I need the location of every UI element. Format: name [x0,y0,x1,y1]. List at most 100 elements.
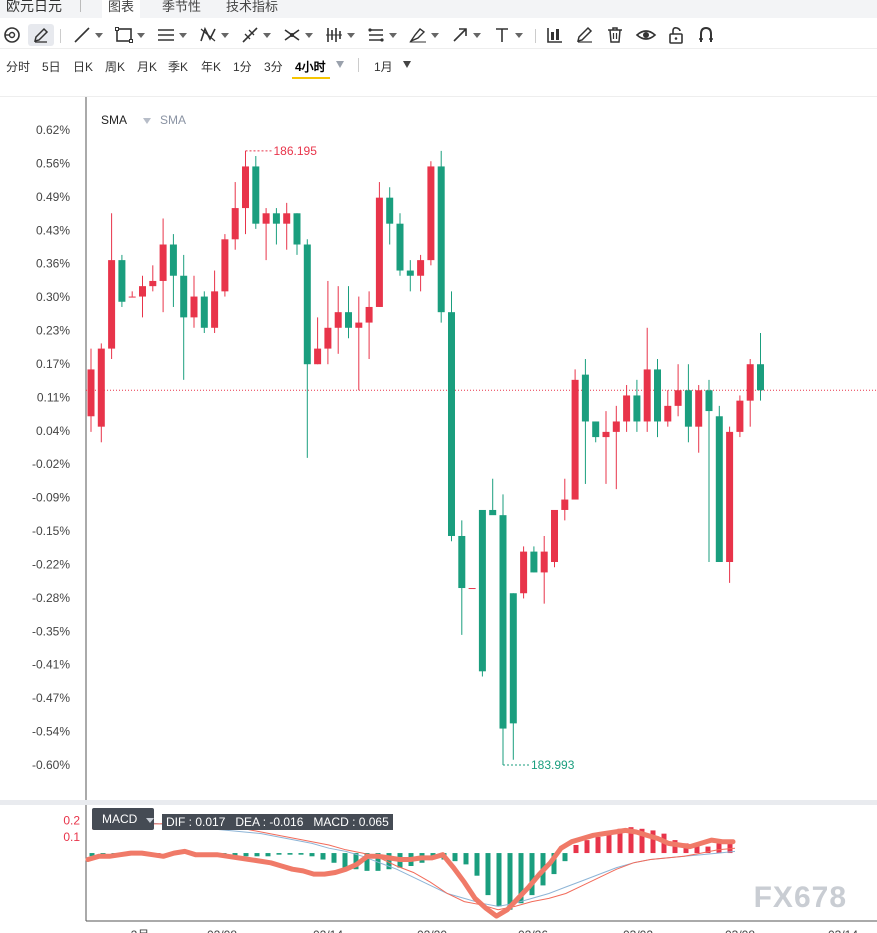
candle-body [561,499,569,510]
macd-histogram-bar [309,853,315,857]
macd-panel[interactable]: 0.2 0.1 2月 02/08 02/14 02/20 02/26 03/02 03/08 03… [0,805,877,933]
y-tick-label: 0.49% [36,190,70,204]
eye-icon[interactable] [635,24,657,46]
candle-body [602,431,610,438]
y-tick-label: -0.60% [32,758,70,772]
candle-body [664,405,672,422]
macd-histogram-bar [650,830,656,854]
candle-body [417,260,425,276]
candle-body [509,593,517,724]
macd-caret[interactable] [146,818,154,823]
chart-top-border [0,96,877,97]
gann-icon[interactable] [282,24,313,46]
bars-icon[interactable] [324,24,355,46]
sma-legend-secondary: SMA [160,113,187,127]
y-tick-label: -0.41% [32,658,70,672]
period-3min[interactable]: 3分 [264,60,283,74]
pencil-icon[interactable] [28,24,54,46]
range-caret[interactable] [403,61,411,68]
tab-seasonality[interactable]: 季节性 [162,0,202,14]
macd-histogram-bar [705,846,711,854]
range-selector[interactable]: 1月 [374,60,393,74]
period-more-caret[interactable] [336,61,344,68]
macd-histogram-bar [364,853,370,871]
edit-icon[interactable] [575,24,595,46]
candle-body [87,369,95,417]
period-1min[interactable]: 1分 [233,60,252,74]
candle-body [633,395,641,422]
period-bar: 分时 5日 日K 周K 月K 季K 年K 1分 3分 4小时 1月 [0,52,877,80]
y-tick-label: -0.47% [32,691,70,705]
candle-body [406,270,414,276]
macd-histogram-bar [265,853,271,857]
macd-indicator-button[interactable]: MACD [92,808,154,830]
candle-body [355,322,363,328]
macd-histogram-bar [584,840,590,854]
candle-body [293,213,301,245]
candle-body [571,379,579,500]
macd-histogram-bar [254,853,260,857]
macd-histogram-bar [342,853,348,868]
magnet-u-icon[interactable] [696,24,716,46]
period-quarterly[interactable]: 季K [168,60,189,74]
y-tick-label: 0.04% [36,424,70,438]
drawing-toolbar [0,20,877,49]
candle-body [684,390,692,427]
magnet-icon[interactable] [2,24,22,46]
y-tick-label: -0.28% [32,591,70,605]
macd-histogram-bar [727,841,733,854]
period-daily[interactable]: 日K [73,60,94,74]
tab-indicators[interactable]: 技术指标 [226,0,279,14]
active-period-underline [292,77,330,79]
y-tick-label: 0.11% [37,390,70,404]
candle-body [520,551,528,594]
candle-body [180,275,188,318]
period-4hour[interactable]: 4小时 [295,60,326,74]
parallel-lines-icon[interactable] [156,24,187,46]
period-minute[interactable]: 分时 [6,60,31,74]
macd-values: DIF : 0.017 DEA : -0.016 MACD : 0.065 [162,814,393,830]
candle-body [437,166,445,313]
macd-histogram-bar [320,853,326,860]
macd-histogram-bar [298,853,304,855]
window-header: 欧元日元 图表 季节性 技术指标 [0,0,877,18]
macd-histogram-bar [463,853,469,865]
header-separator [80,0,81,12]
line-icon[interactable] [72,24,103,46]
candle-body [108,260,116,349]
candle-body [211,291,219,328]
candle-body [448,312,455,536]
candle-body [303,244,311,365]
period-weekly[interactable]: 周K [105,60,126,74]
candle-body [581,374,589,422]
macd-chart-svg: 0.2 0.1 2月 02/08 02/14 02/20 02/26 03/02 03/08 03… [63,805,877,933]
period-yearly[interactable]: 年K [201,60,222,74]
arrow-icon[interactable] [450,24,481,46]
period-monthly[interactable]: 月K [137,60,158,74]
low-price-label: 183.993 [531,758,575,772]
candle-body [612,421,620,432]
candle-body [592,421,600,438]
price-chart[interactable]: 0.62% 0.56% 0.49% 0.43% 0.36% 0.30% 0.23% 0.17%… [0,97,877,800]
chart-type-icon[interactable] [545,24,565,46]
candle-body [499,515,507,729]
brush-icon[interactable] [408,24,439,46]
text-icon[interactable] [492,24,523,46]
sma-caret[interactable] [143,118,151,124]
candle-body [242,166,249,209]
panel-divider[interactable] [0,800,877,805]
high-price-label: 186.195 [274,144,318,158]
channel-icon[interactable] [366,24,397,46]
trash-icon[interactable] [605,24,625,46]
fib-icon[interactable] [240,24,271,46]
sma-legend[interactable]: SMA [101,113,128,127]
lock-icon[interactable] [666,24,686,46]
candle-body [643,369,651,422]
rectangle-icon[interactable] [114,24,145,46]
candle-body [375,197,383,307]
macd-histogram-bar [694,843,700,854]
candle-body [231,208,239,240]
tab-chart[interactable]: 图表 [102,0,141,18]
pattern-icon[interactable] [198,24,229,46]
period-5day[interactable]: 5日 [42,60,61,74]
